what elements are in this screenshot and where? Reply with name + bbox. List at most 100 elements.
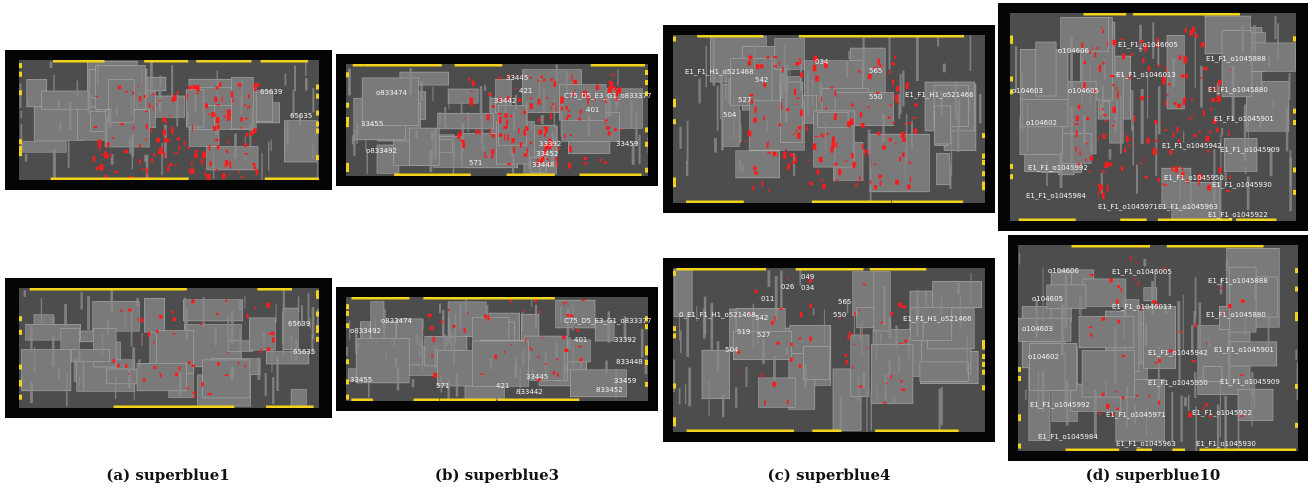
congestion-hotspot [471, 80, 475, 86]
congestion-hotspot [225, 149, 229, 153]
congestion-hotspot [174, 164, 178, 166]
cell-stripe [312, 88, 315, 113]
cell-stripe [560, 104, 563, 137]
congestion-hotspot [222, 173, 226, 179]
congestion-hotspot [1117, 319, 1120, 324]
congestion-hotspot [563, 301, 568, 303]
congestion-hotspot [898, 302, 902, 308]
congestion-hotspot [171, 97, 175, 103]
cell-stripe [1171, 391, 1174, 443]
congestion-hotspot [1141, 305, 1143, 311]
congestion-hotspot [914, 103, 918, 107]
congestion-hotspot [1075, 130, 1078, 137]
congestion-hotspot [188, 85, 192, 90]
macro-label: 65639 [260, 88, 283, 96]
cell-stripe [78, 374, 80, 388]
congestion-hotspot [549, 78, 553, 81]
cell-stripe [1168, 273, 1171, 296]
macro-label: E1_F1_o1045963 [1116, 440, 1176, 448]
congestion-hotspot [1157, 65, 1161, 67]
congestion-hotspot [517, 98, 521, 103]
congestion-hotspot [581, 299, 586, 301]
io-pin-strip [89, 60, 105, 63]
macro-label: 421 [496, 382, 510, 390]
cell-stripe [214, 327, 217, 346]
io-pin-strip [454, 64, 503, 67]
cell-stripe [1225, 260, 1229, 272]
congestion-hotspot [579, 118, 582, 121]
congestion-hotspot [1095, 47, 1099, 49]
cell-stripe [538, 73, 541, 98]
congestion-hotspot [138, 176, 141, 178]
cell-stripe [684, 384, 687, 405]
cell-stripe [454, 313, 457, 344]
congestion-hotspot [232, 99, 235, 102]
congestion-hotspot [615, 95, 618, 98]
io-pin [346, 162, 349, 168]
congestion-hotspot [1088, 326, 1093, 329]
congestion-hotspot [549, 112, 552, 120]
cell-stripe [898, 94, 901, 119]
cell-stripe [411, 379, 415, 388]
io-pin [645, 80, 648, 85]
cell-stripe [1177, 301, 1181, 350]
congestion-hotspot [812, 64, 817, 72]
congestion-hotspot [617, 88, 622, 94]
congestion-hotspot [509, 299, 512, 303]
cell-stripe [179, 372, 182, 396]
congestion-hotspot [772, 382, 777, 387]
cell-stripe [1289, 157, 1292, 212]
io-pin [645, 360, 648, 365]
cell-stripe [96, 62, 99, 86]
congestion-hotspot [824, 61, 828, 69]
cell-stripe [443, 334, 446, 350]
cell-stripe [1061, 304, 1064, 356]
cell-stripe [1224, 396, 1227, 451]
congestion-hotspot [156, 137, 160, 143]
congestion-hotspot [146, 167, 149, 175]
congestion-hotspot [460, 139, 465, 142]
congestion-hotspot [845, 360, 848, 365]
congestion-hotspot [534, 298, 537, 303]
congestion-hotspot [557, 372, 559, 378]
cell-stripe [951, 134, 953, 177]
io-pin-strip [168, 405, 181, 408]
macro-block [1078, 316, 1135, 349]
congestion-hotspot [254, 166, 257, 170]
congestion-hotspot [553, 80, 557, 87]
congestion-hotspot [551, 103, 555, 105]
congestion-hotspot [523, 132, 527, 136]
cell-stripe [811, 78, 814, 106]
cell-stripe [429, 149, 433, 172]
congestion-hotspot [753, 117, 757, 123]
congestion-hotspot [1108, 162, 1113, 166]
cell-stripe [1179, 166, 1181, 200]
congestion-hotspot [573, 79, 578, 84]
io-pin [316, 84, 319, 90]
cell-stripe [284, 73, 287, 86]
io-pin [645, 345, 648, 351]
macro-label: 026 [781, 283, 795, 291]
cell-stripe [161, 143, 163, 176]
sb10-top-panel: E1_F1_o1046005 o104606 E1_F1_o1045888 E1… [998, 3, 1308, 231]
cell-stripe [294, 319, 296, 326]
cell-stripe [1194, 371, 1197, 398]
congestion-hotspot [1102, 192, 1105, 200]
cell-stripe [453, 335, 455, 365]
cell-stripe [728, 78, 731, 105]
congestion-hotspot [809, 303, 812, 309]
congestion-hotspot [1188, 117, 1190, 121]
congestion-hotspot [1098, 65, 1102, 72]
congestion-hotspot [749, 94, 754, 97]
congestion-hotspot [149, 104, 151, 108]
io-pin [673, 36, 676, 42]
cell-stripe [1113, 327, 1117, 384]
cell-stripe [26, 98, 29, 106]
congestion-hotspot [1162, 77, 1166, 85]
congestion-hotspot [178, 366, 181, 371]
placement-svg [673, 268, 985, 432]
cell-stripe [525, 102, 528, 131]
congestion-hotspot [565, 105, 568, 110]
congestion-hotspot [1166, 148, 1168, 150]
macro-label: o104603 [1012, 87, 1044, 95]
